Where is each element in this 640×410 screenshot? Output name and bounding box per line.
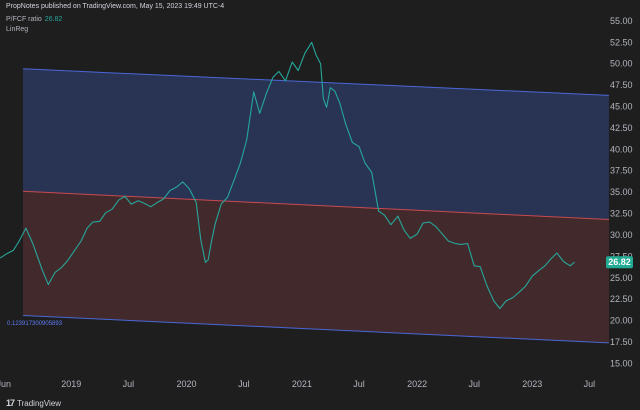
symbol-name: P/FCF ratio: [6, 16, 42, 23]
brand-name: TradingView: [17, 398, 62, 408]
y-tick-label: 47.50: [610, 80, 633, 90]
channel-upper-fill: [23, 68, 609, 220]
x-tick-label: Jul: [468, 379, 480, 389]
tradingview-logo: 17: [6, 398, 15, 408]
y-tick-label: 37.50: [610, 166, 633, 176]
y-tick-label: 30.00: [610, 230, 633, 240]
price-series: [0, 41, 575, 310]
last-value-badge: [606, 256, 633, 269]
x-tick-label: Jul: [238, 379, 250, 389]
x-tick-label: 2019: [61, 379, 81, 389]
last-value-label: 26.82: [608, 257, 631, 267]
deviation-label: 0.123917300905893: [7, 321, 63, 327]
regression-channel: 0.123917300905893: [7, 68, 609, 344]
y-tick-label: 15.00: [610, 358, 633, 368]
y-tick-label: 20.00: [610, 316, 633, 326]
y-tick-label: 52.50: [610, 37, 633, 47]
publish-info: PropNotes published on TradingView.com, …: [6, 3, 225, 10]
value-labels: 26.82: [606, 256, 633, 269]
y-tick-label: 45.00: [610, 101, 633, 111]
y-tick-label: 40.00: [610, 144, 633, 154]
channel-upper-line: [23, 68, 609, 96]
x-tick-label: Jul: [353, 379, 365, 389]
x-tick-label: Jul: [123, 379, 135, 389]
time-axis[interactable]: Jun 2019 Jul 2020 Jul 2021 Jul 2022 Jul 2023 Jul: [0, 379, 595, 389]
pfcf-line: [0, 41, 575, 310]
y-tick-label: 17.50: [610, 337, 633, 347]
symbol-value: 26.82: [44, 16, 63, 23]
channel-lower-fill: [23, 191, 609, 343]
price-axis[interactable]: 15.0017.5020.0022.5025.0027.5030.0032.50…: [610, 16, 633, 369]
x-tick-label: 2021: [292, 379, 312, 389]
x-tick-label: Jun: [0, 379, 11, 389]
indicator-legend[interactable]: LinReg: [6, 26, 29, 33]
y-tick-label: 42.50: [610, 123, 633, 133]
x-tick-label: 2023: [522, 379, 542, 389]
y-tick-label: 25.00: [610, 273, 633, 283]
y-tick-label: 55.00: [610, 16, 633, 26]
x-tick-label: 2022: [407, 379, 427, 389]
y-tick-label: 22.50: [610, 294, 633, 304]
x-tick-label: Jul: [584, 379, 596, 389]
x-tick-label: 2020: [176, 379, 196, 389]
channel-lower-line: [23, 314, 609, 344]
channel-middle-line: [23, 190, 609, 221]
y-tick-label: 35.00: [610, 187, 633, 197]
symbol-legend[interactable]: P/FCF ratio 26.82: [6, 16, 62, 23]
y-tick-label: 50.00: [610, 59, 633, 69]
y-tick-label: 32.50: [610, 209, 633, 219]
tradingview-branding[interactable]: 17 TradingView: [6, 398, 61, 408]
